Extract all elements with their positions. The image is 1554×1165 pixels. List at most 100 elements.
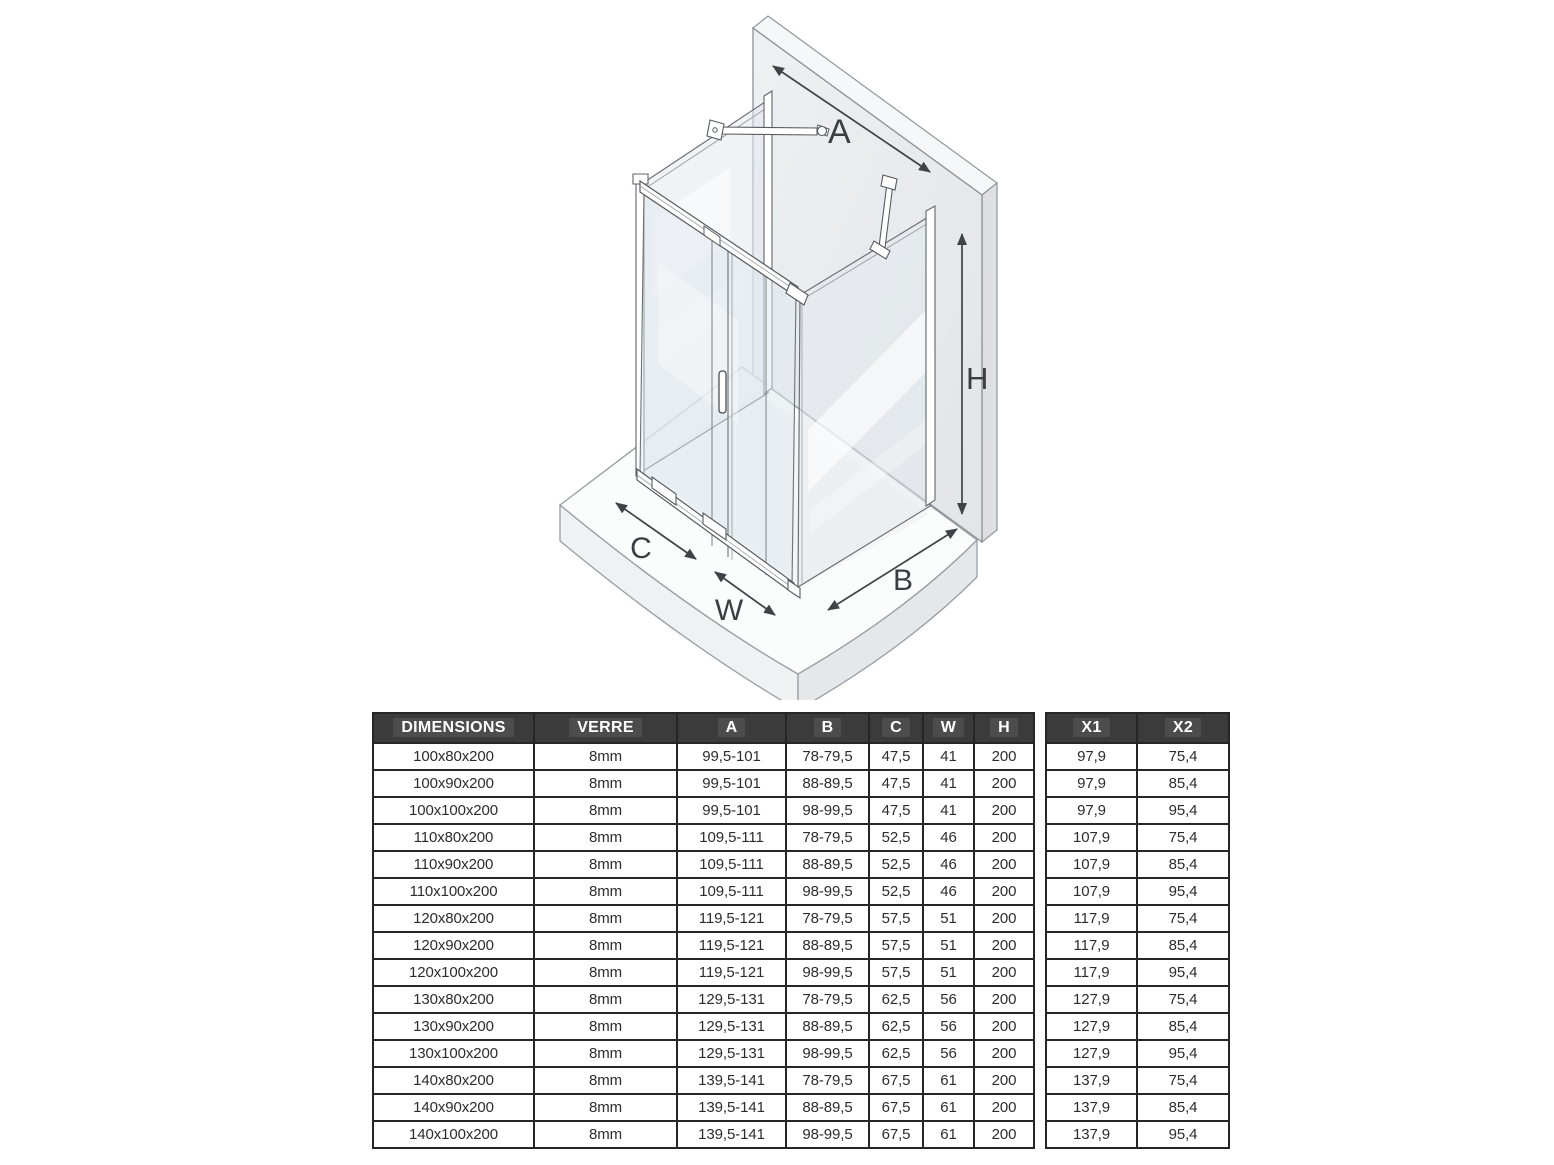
cell: 88-89,5 (785, 850, 870, 879)
dimension-label-h: H (966, 361, 988, 396)
cell: 61 (922, 1120, 975, 1149)
glass-clamp (869, 240, 891, 260)
header-row: X1 X2 (1045, 712, 1230, 744)
cell: 8mm (533, 1012, 678, 1041)
cell: 98-99,5 (785, 1039, 870, 1068)
table-row: 130x100x200 8mm 129,5-131 98-99,5 62,5 56 200 (372, 1039, 1035, 1068)
cell: 75,4 (1136, 742, 1230, 771)
cell: 47,5 (868, 742, 924, 771)
cell: 100x80x200 (372, 742, 535, 771)
cell: 8mm (533, 796, 678, 825)
column-header-c: C (868, 712, 924, 744)
cell: 95,4 (1136, 877, 1230, 906)
table-row: 140x80x200 8mm 139,5-141 78-79,5 67,5 61 200 (372, 1066, 1035, 1095)
table-row: 100x80x200 8mm 99,5-101 78-79,5 47,5 41 200 (372, 742, 1035, 771)
wall-anchor (816, 125, 828, 137)
cell: 110x100x200 (372, 877, 535, 906)
cell: 200 (973, 850, 1035, 879)
cell: 109,5-111 (676, 877, 787, 906)
cell: 51 (922, 931, 975, 960)
cell: 85,4 (1136, 931, 1230, 960)
cell: 46 (922, 850, 975, 879)
table-row: 127,9 75,4 (1045, 985, 1230, 1014)
cell: 99,5-101 (676, 742, 787, 771)
cell: 200 (973, 769, 1035, 798)
cell: 47,5 (868, 796, 924, 825)
table-row: 127,9 85,4 (1045, 1012, 1230, 1041)
dimension-label-c: C (630, 532, 652, 565)
table-row: 137,9 85,4 (1045, 1093, 1230, 1122)
cell: 107,9 (1045, 823, 1138, 852)
cell: 41 (922, 742, 975, 771)
cell: 62,5 (868, 985, 924, 1014)
cell: 107,9 (1045, 850, 1138, 879)
cell: 119,5-121 (676, 931, 787, 960)
column-header-verre: VERRE (533, 712, 678, 744)
table-row: 117,9 85,4 (1045, 931, 1230, 960)
dimensions-table: DIMENSIONS VERRE A B C W H 100x80x200 8mm 99,5-10… (372, 712, 1035, 1149)
cell: 97,9 (1045, 769, 1138, 798)
cell: 97,9 (1045, 742, 1138, 771)
cell: 62,5 (868, 1012, 924, 1041)
column-header-x2: X2 (1136, 712, 1230, 744)
cell: 200 (973, 931, 1035, 960)
cell: 200 (973, 1039, 1035, 1068)
right-glass-panel (785, 205, 936, 589)
dimension-labels: A B C W (630, 113, 913, 627)
cell: 67,5 (868, 1093, 924, 1122)
wall-anchor (880, 174, 898, 191)
cell: 75,4 (1136, 985, 1230, 1014)
shower-enclosure-diagram: H (540, 0, 1040, 712)
table-row: 107,9 85,4 (1045, 850, 1230, 879)
door-handle (718, 370, 727, 414)
cell: 61 (922, 1093, 975, 1122)
cell: 127,9 (1045, 1012, 1138, 1041)
cell: 130x90x200 (372, 1012, 535, 1041)
cell: 130x100x200 (372, 1039, 535, 1068)
cell: 99,5-101 (676, 796, 787, 825)
cell: 56 (922, 985, 975, 1014)
table-row: 120x80x200 8mm 119,5-121 78-79,5 57,5 51 200 (372, 904, 1035, 933)
dimension-label-b: B (893, 564, 913, 597)
cell: 57,5 (868, 904, 924, 933)
cell: 200 (973, 1012, 1035, 1041)
cell: 95,4 (1136, 796, 1230, 825)
cell: 200 (973, 1066, 1035, 1095)
cell: 200 (973, 877, 1035, 906)
cell: 200 (973, 958, 1035, 987)
table-row: 137,9 95,4 (1045, 1120, 1230, 1149)
cell: 8mm (533, 904, 678, 933)
cell: 109,5-111 (676, 850, 787, 879)
cell: 200 (973, 985, 1035, 1014)
cell: 100x100x200 (372, 796, 535, 825)
cell: 95,4 (1136, 1120, 1230, 1149)
cell: 120x90x200 (372, 931, 535, 960)
column-header-w: W (922, 712, 975, 744)
cell: 8mm (533, 1093, 678, 1122)
cell: 78-79,5 (785, 904, 870, 933)
dimension-arrow-h: H (957, 233, 988, 515)
cell: 8mm (533, 931, 678, 960)
cell: 85,4 (1136, 1012, 1230, 1041)
table-row: 107,9 75,4 (1045, 823, 1230, 852)
cell: 139,5-141 (676, 1093, 787, 1122)
cell: 75,4 (1136, 1066, 1230, 1095)
dimension-label-a: A (828, 113, 851, 151)
cell: 117,9 (1045, 931, 1138, 960)
cell: 117,9 (1045, 958, 1138, 987)
glass-clamp (706, 119, 725, 141)
cell: 137,9 (1045, 1093, 1138, 1122)
cell: 200 (973, 823, 1035, 852)
cell: 85,4 (1136, 1093, 1230, 1122)
cell: 98-99,5 (785, 796, 870, 825)
cell: 120x100x200 (372, 958, 535, 987)
cell: 200 (973, 904, 1035, 933)
column-header-x1: X1 (1045, 712, 1138, 744)
front-sliding-door-panel (636, 179, 801, 600)
cell: 8mm (533, 1066, 678, 1095)
table-row: 130x80x200 8mm 129,5-131 78-79,5 62,5 56 200 (372, 985, 1035, 1014)
cell: 110x90x200 (372, 850, 535, 879)
cell: 75,4 (1136, 904, 1230, 933)
enclosure-drawing: H (558, 15, 998, 712)
cell: 99,5-101 (676, 769, 787, 798)
